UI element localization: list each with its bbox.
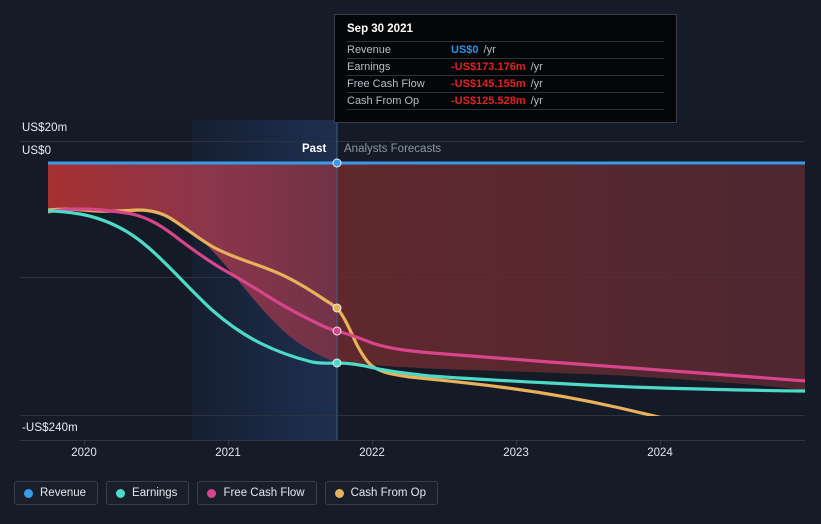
xlabel-2023: 2023 <box>503 447 529 459</box>
tooltip-label-revenue: Revenue <box>347 44 392 56</box>
xlabel-2020: 2020 <box>71 447 97 459</box>
segment-label-forecast: Analysts Forecasts <box>344 143 442 155</box>
legend-item-free-cash-flow[interactable]: Free Cash Flow <box>197 481 317 505</box>
legend-label-earnings: Earnings <box>132 487 178 499</box>
gridline-240m <box>20 415 805 416</box>
ylabel-bottom: -US$240m <box>22 422 78 434</box>
tooltip-footer-rule <box>347 109 664 116</box>
xtick-2023 <box>516 440 517 445</box>
tooltip-row-free-cash-flow: Free Cash Flow -US$145.155m /yr <box>347 75 664 92</box>
tooltip-value-free-cash-flow: -US$145.155m <box>451 78 526 90</box>
xlabel-2021: 2021 <box>215 447 241 459</box>
marker-free-cash-flow[interactable] <box>332 326 342 336</box>
x-axis-line <box>20 440 805 441</box>
chart-series-group <box>48 161 805 416</box>
ylabel-zero: US$0 <box>22 145 52 157</box>
legend-dot-cash-from-op-icon <box>334 488 344 498</box>
tooltip-row-revenue: Revenue US$0 /yr <box>347 41 664 58</box>
line-earnings <box>48 209 805 393</box>
xlabel-2024: 2024 <box>647 447 673 459</box>
xtick-2022 <box>372 440 373 445</box>
marker-cash-from-op[interactable] <box>332 303 342 313</box>
tooltip-row-cash-from-op: Cash From Op -US$125.528m /yr <box>347 92 664 109</box>
xtick-2020 <box>84 440 85 445</box>
legend-dot-free-cash-flow-icon <box>207 488 217 498</box>
area-earnings-forecast <box>337 163 805 390</box>
marker-earnings[interactable] <box>332 358 342 368</box>
tooltip-label-earnings: Earnings <box>347 61 391 73</box>
marker-revenue[interactable] <box>332 158 342 168</box>
chart-legend: Revenue Earnings Free Cash Flow Cash Fro… <box>14 481 439 505</box>
segment-label-strip: Past Analysts Forecasts <box>0 143 821 163</box>
legend-label-revenue: Revenue <box>40 487 87 499</box>
tooltip-unit-free-cash-flow: /yr <box>530 78 543 90</box>
tooltip-row-earnings: Earnings -US$173.176m /yr <box>347 58 664 75</box>
ylabel-top: US$20m <box>22 122 68 134</box>
legend-label-cash-from-op: Cash From Op <box>350 487 427 499</box>
data-tooltip: Sep 30 2021 Revenue US$0 /yr Earnings -U… <box>334 14 677 123</box>
tooltip-value-cash-from-op: -US$125.528m <box>451 95 526 107</box>
tooltip-label-cash-from-op: Cash From Op <box>347 95 420 107</box>
tooltip-value-revenue: US$0 <box>451 44 479 56</box>
legend-dot-revenue-icon <box>24 488 33 498</box>
tooltip-unit-earnings: /yr <box>530 61 543 73</box>
line-free-cash-flow <box>48 207 805 383</box>
tooltip-date: Sep 30 2021 <box>347 23 413 35</box>
xtick-2024 <box>660 440 661 445</box>
tooltip-value-earnings: -US$173.176m <box>451 61 526 73</box>
legend-item-earnings[interactable]: Earnings <box>106 481 190 505</box>
tooltip-unit-revenue: /yr <box>483 44 496 56</box>
gridline-20m <box>20 141 805 142</box>
line-cash-from-op <box>48 207 662 416</box>
xlabel-2022: 2022 <box>359 447 385 459</box>
legend-item-revenue[interactable]: Revenue <box>14 481 99 505</box>
legend-dot-earnings-icon <box>116 488 126 498</box>
segment-label-past: Past <box>302 143 327 155</box>
legend-item-cash-from-op[interactable]: Cash From Op <box>324 481 439 505</box>
legend-label-free-cash-flow: Free Cash Flow <box>223 487 305 499</box>
tooltip-label-free-cash-flow: Free Cash Flow <box>347 78 425 90</box>
tooltip-unit-cash-from-op: /yr <box>530 95 543 107</box>
xtick-2021 <box>228 440 229 445</box>
area-earnings-past <box>48 163 337 363</box>
